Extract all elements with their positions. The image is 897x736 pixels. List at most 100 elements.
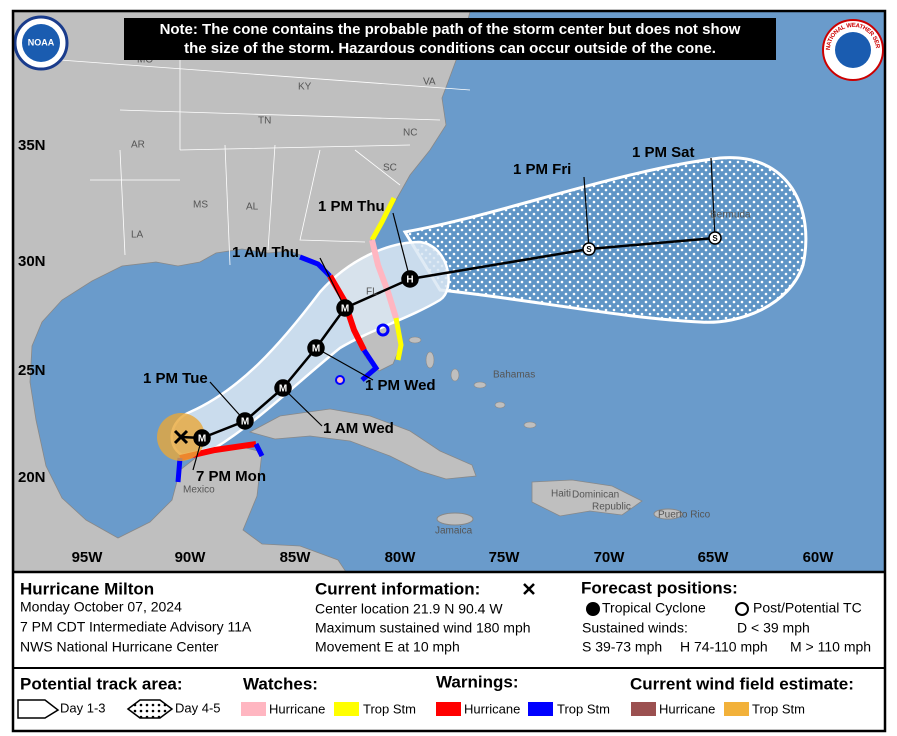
note-box (124, 18, 776, 60)
forecast-label: 1 PM Thu (318, 198, 385, 215)
forecast-point (336, 299, 354, 317)
current-symbol (523, 583, 535, 595)
watches-title: Watches: (243, 674, 318, 693)
tropical-symbol (586, 602, 600, 616)
lon-label: 80W (385, 549, 417, 566)
state-borders (59, 40, 471, 266)
lat-label: 25N (18, 362, 46, 379)
current-position (173, 429, 189, 445)
place: AR (131, 140, 145, 151)
watch-label: Hurricane (269, 701, 325, 716)
place: Puerto Rico (658, 510, 711, 521)
current-info: Maximum sustained wind 180 mph (315, 620, 531, 636)
watch-swatch (241, 702, 266, 716)
place: Dominican (572, 490, 619, 501)
lon-labels: 95W 90W 85W 80W 75W 70W 65W 60W (72, 549, 835, 566)
noaa-logo-text: NOAA (28, 37, 55, 47)
lon-label: 70W (594, 549, 626, 566)
day45-label: Day 4-5 (175, 700, 221, 715)
note: Note: The cone contains the probable pat… (160, 21, 741, 38)
point-symbol: M (279, 384, 287, 395)
wind-label: Hurricane (659, 701, 715, 716)
lon-label: 90W (175, 549, 207, 566)
place: MO (137, 55, 153, 66)
place: VA (423, 77, 436, 88)
day13-swatch (17, 699, 60, 719)
frame (11, 9, 887, 733)
wind-swatch (724, 702, 749, 716)
forecast-points: S S H M M M M M (193, 231, 722, 447)
forecast-point (708, 231, 722, 245)
storm-name: Hurricane Milton (20, 579, 154, 598)
advisory: 7 PM CDT Intermediate Advisory 11A (20, 619, 252, 635)
date: Monday October 07, 2024 (20, 599, 182, 615)
day45-swatch (126, 699, 174, 719)
point-symbol: M (341, 304, 349, 315)
warning-swatch (436, 702, 461, 716)
current-info: Movement E at 10 mph (315, 639, 460, 655)
nws-logo (835, 32, 871, 68)
point-symbol: M (312, 344, 320, 355)
current-info: Center location 21.9 N 90.4 W (315, 601, 503, 617)
forecast-point (582, 242, 596, 256)
note: the size of the storm. Hazardous conditi… (184, 40, 716, 57)
lon-label: 95W (72, 549, 104, 566)
trop-storm-warning (376, 323, 390, 337)
watch-swatch (334, 702, 359, 716)
place: LA (131, 230, 144, 241)
place: SC (383, 163, 397, 174)
place: Jamaica (435, 526, 473, 537)
lat-label: 30N (18, 253, 46, 270)
forecast-label: 1 AM Thu (232, 244, 299, 261)
post-symbol (735, 602, 749, 616)
day13-label: Day 1-3 (60, 700, 106, 715)
place: KY (298, 82, 312, 93)
lon-label: 60W (803, 549, 835, 566)
place: NC (403, 128, 417, 139)
place: Bermuda (710, 210, 751, 221)
place: Mexico (183, 485, 215, 496)
point-symbol: S (586, 245, 592, 254)
puerto-rico (653, 508, 683, 520)
forecast-label: 1 AM Wed (323, 420, 394, 437)
noaa-logo (22, 24, 60, 62)
trop-storm-warning (175, 442, 265, 483)
forecast-point (401, 270, 419, 288)
point-symbol: M (241, 417, 249, 428)
forecast-label: 7 PM Mon (196, 468, 266, 485)
warning-label: Hurricane (464, 701, 520, 716)
forecast-point (193, 429, 211, 447)
place-labels: MO KY VA TN NC AR SC MS AL LA FL Bermuda… (131, 55, 751, 537)
lat-label: 20N (18, 469, 46, 486)
forecast-label: 1 PM Wed (365, 377, 436, 394)
lon-label: 65W (698, 549, 730, 566)
forecast-point (307, 339, 325, 357)
wind-label: Trop Stm (752, 701, 805, 716)
track-title: Potential track area: (20, 674, 183, 693)
lat-labels: 35N 30N 25N 20N (18, 137, 46, 486)
winds: M > 110 mph (790, 639, 871, 655)
watch-label: Trop Stm (363, 701, 416, 716)
place: Bahamas (493, 370, 535, 381)
post-label: Post/Potential TC (753, 600, 862, 616)
cone-day-4-5 (402, 156, 808, 324)
winds: H 74-110 mph (680, 639, 768, 655)
place: FL (366, 287, 378, 298)
place: AL (246, 202, 259, 213)
lat-label: 35N (18, 137, 46, 154)
point-symbol: S (712, 234, 718, 243)
winds: S 39-73 mph (582, 639, 662, 655)
forecast-label: 1 PM Sat (632, 144, 695, 161)
center: NWS National Hurricane Center (20, 639, 219, 655)
current-title: Current information: (315, 579, 480, 598)
hurricane-watch (369, 239, 399, 319)
trop-storm-watch (393, 317, 404, 361)
hispaniola (531, 479, 643, 517)
forecast-point (274, 379, 292, 397)
wind-swatch (631, 702, 656, 716)
winds: D < 39 mph (737, 620, 810, 636)
place: MS (193, 200, 208, 211)
lon-label: 85W (280, 549, 312, 566)
forecast-label: 1 PM Fri (513, 161, 571, 178)
